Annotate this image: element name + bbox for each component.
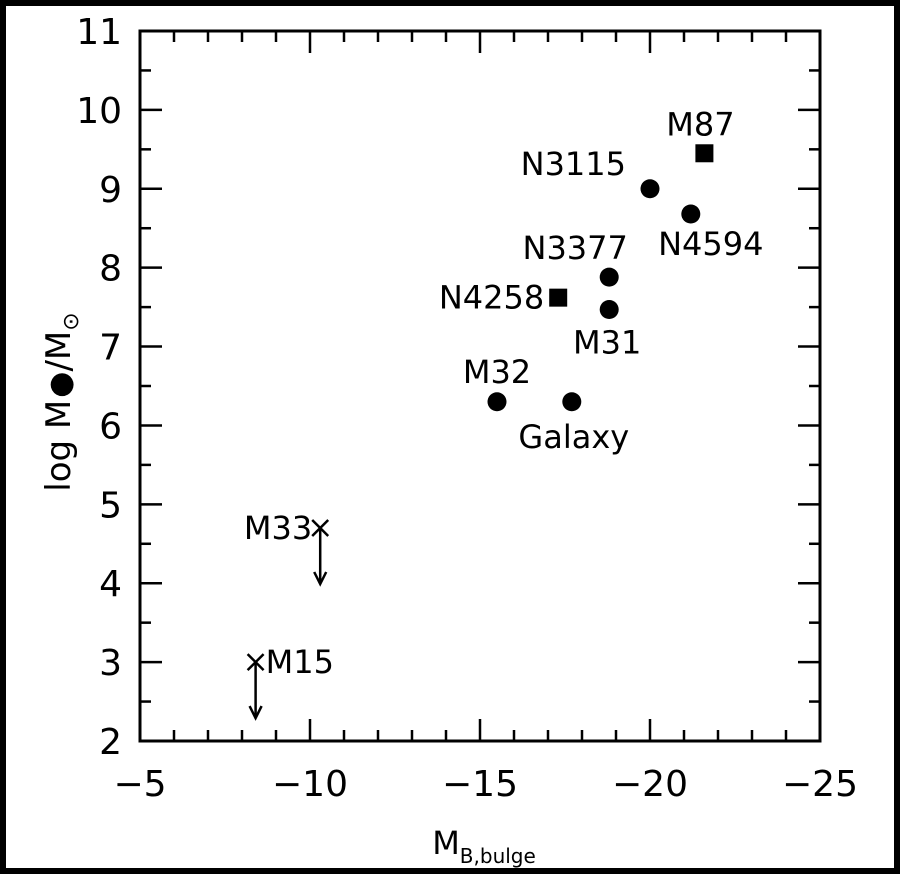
point-label: N4258 [439, 279, 544, 317]
upper-limit-arrow-head [248, 705, 263, 721]
figure-frame: −5 −10 −15 −20 −25 2 3 4 5 6 7 8 9 10 11 M87 N3115 N4594… [6, 6, 894, 868]
point-label: N4594 [658, 225, 763, 263]
y-tick-label: 3 [99, 643, 122, 684]
x-tick-label: −25 [782, 764, 858, 805]
scatter-chart: −5 −10 −15 −20 −25 2 3 4 5 6 7 8 9 10 11 M87 N3115 N4594… [39, 12, 858, 868]
point-label: M31 [573, 323, 641, 361]
y-tick-label: 6 [99, 406, 122, 447]
x-axis-label: MB,bulge [432, 824, 536, 868]
data-point-circle [681, 204, 701, 224]
data-point-square [549, 288, 568, 307]
data-point-square [695, 144, 714, 163]
data-point-circle [562, 392, 582, 412]
data-point-circle [599, 299, 619, 319]
x-tick-label: −10 [272, 764, 348, 805]
point-label: M33 [244, 509, 312, 547]
point-label: M32 [463, 353, 531, 391]
data-point-circle [487, 392, 507, 412]
upper-limit-arrow-head [313, 571, 328, 587]
data-point-circle [599, 267, 619, 287]
y-axis-label: log M●/M⊙ [39, 312, 84, 491]
y-tick-label: 8 [99, 249, 122, 290]
x-tick-label: −20 [612, 764, 688, 805]
y-tick-label: 5 [99, 485, 122, 526]
point-label: N3377 [523, 229, 628, 267]
point-label: Galaxy [518, 418, 629, 456]
point-label: M15 [266, 643, 334, 681]
y-tick-label: 10 [76, 91, 122, 132]
y-tick-label: 11 [76, 12, 122, 53]
y-tick-label: 2 [99, 722, 122, 763]
y-tick-label: 7 [99, 328, 122, 369]
y-tick-label: 9 [99, 170, 122, 211]
y-tick-label: 4 [99, 564, 122, 605]
data-point-circle [640, 179, 660, 199]
x-tick-label: −5 [113, 764, 166, 805]
point-label: N3115 [521, 145, 626, 183]
point-label: M87 [666, 105, 734, 143]
x-tick-label: −15 [442, 764, 518, 805]
